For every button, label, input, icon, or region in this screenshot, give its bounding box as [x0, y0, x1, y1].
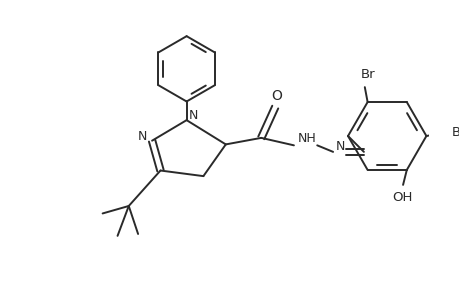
Text: Br: Br	[359, 68, 374, 81]
Text: N: N	[188, 109, 197, 122]
Text: O: O	[271, 89, 282, 103]
Text: OH: OH	[391, 191, 411, 204]
Text: N: N	[138, 130, 147, 142]
Text: N: N	[335, 140, 345, 153]
Text: NH: NH	[297, 132, 316, 145]
Text: Br: Br	[451, 126, 459, 139]
